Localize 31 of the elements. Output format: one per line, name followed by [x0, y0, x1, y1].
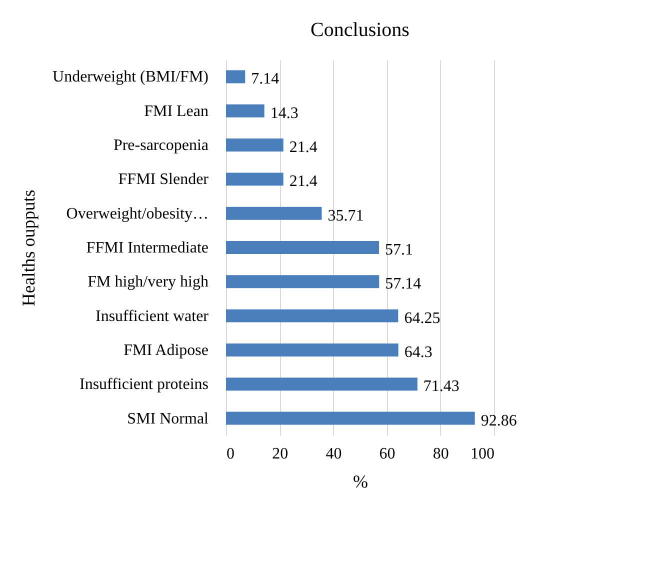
y-tick-label: Pre-sarcopenia [113, 137, 208, 154]
data-label: 92.86 [480, 412, 517, 430]
x-tick-label: 0 [226, 446, 234, 462]
data-label: 64.25 [404, 310, 440, 327]
x-tick-label: 100 [470, 446, 494, 462]
y-tick-label: Overweight/obesity… [66, 205, 208, 222]
data-label: 57.1 [385, 242, 414, 258]
x-axis-title: % [353, 472, 368, 492]
x-tick-label: 60 [379, 446, 396, 462]
y-axis-title: Healths oupputs [18, 190, 39, 306]
x-tick-label: 40 [326, 446, 342, 462]
data-label: 64.3 [404, 344, 432, 361]
y-tick-label: Underweight (BMI/FM) [52, 68, 208, 86]
data-label: 21.4 [289, 139, 318, 156]
data-label: 14.3 [270, 104, 298, 122]
y-tick-label: FFMI Slender [118, 171, 210, 188]
chart-title: Conclusions [310, 19, 410, 41]
y-tick-label: Insufficient water [96, 308, 210, 325]
y-tick-label: FFMI Intermediate [86, 240, 208, 256]
data-label: 21.4 [289, 173, 318, 190]
data-label: 57.14 [385, 276, 422, 293]
y-tick-label: Insufficient proteins [79, 376, 208, 394]
x-tick-label: 80 [432, 446, 449, 462]
y-tick-label: FMI Lean [144, 102, 208, 120]
x-tick-label: 20 [272, 446, 288, 462]
data-label: 71.43 [423, 378, 460, 396]
y-tick-label: FM high/very high [88, 274, 208, 291]
data-label: 35.71 [328, 207, 364, 224]
data-label: 7.14 [251, 70, 280, 88]
y-tick-label: FMI Adipose [124, 342, 208, 359]
y-tick-label: SMI Normal [127, 410, 210, 428]
